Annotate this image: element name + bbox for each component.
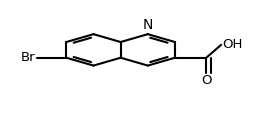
Text: Br: Br [21, 51, 35, 64]
Text: OH: OH [222, 38, 243, 51]
Text: N: N [142, 18, 153, 32]
Text: O: O [201, 74, 212, 87]
